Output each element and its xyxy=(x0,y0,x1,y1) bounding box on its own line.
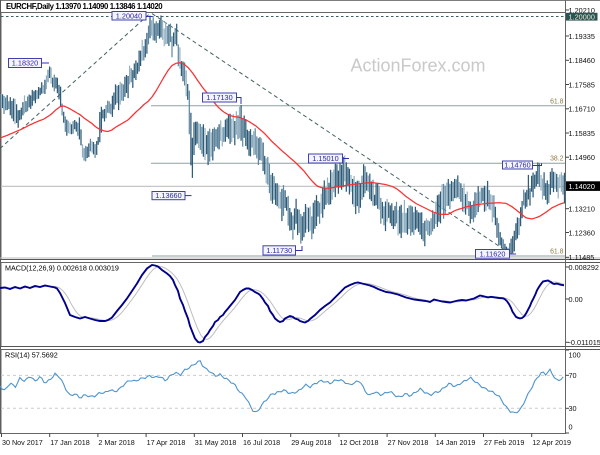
svg-text:0.00: 0.00 xyxy=(569,295,583,304)
svg-text:1.15835: 1.15835 xyxy=(569,129,595,138)
svg-text:1.14020: 1.14020 xyxy=(569,182,595,191)
svg-text:61.8: 61.8 xyxy=(550,249,564,256)
svg-text:27 Feb 2019: 27 Feb 2019 xyxy=(484,438,524,447)
svg-text:0: 0 xyxy=(569,423,573,432)
svg-text:12 Apr 2019: 12 Apr 2019 xyxy=(532,438,571,447)
svg-text:29 Aug 2018: 29 Aug 2018 xyxy=(291,438,331,447)
svg-text:0.008292: 0.008292 xyxy=(569,263,599,272)
svg-text:2 Mar 2018: 2 Mar 2018 xyxy=(98,438,134,447)
svg-text:1.18320: 1.18320 xyxy=(12,59,38,68)
svg-text:1.20000: 1.20000 xyxy=(569,12,595,21)
svg-text:-0.011015: -0.011015 xyxy=(569,338,600,347)
svg-text:30: 30 xyxy=(569,404,577,413)
svg-text:1.13660: 1.13660 xyxy=(155,191,181,200)
svg-text:27 Nov 2018: 27 Nov 2018 xyxy=(388,438,429,447)
svg-text:17 Jan 2018: 17 Jan 2018 xyxy=(50,438,90,447)
svg-text:1.11620: 1.11620 xyxy=(480,249,506,258)
svg-text:16 Jul 2018: 16 Jul 2018 xyxy=(243,438,280,447)
svg-text:30 Nov 2017: 30 Nov 2017 xyxy=(2,438,43,447)
svg-text:1.19335: 1.19335 xyxy=(569,32,595,41)
svg-text:RSI(14) 57.5692: RSI(14) 57.5692 xyxy=(5,351,58,360)
svg-text:1.20040: 1.20040 xyxy=(116,11,142,20)
svg-text:31 May 2018: 31 May 2018 xyxy=(195,438,237,447)
svg-text:1.11485: 1.11485 xyxy=(569,253,595,262)
svg-text:12 Oct 2018: 12 Oct 2018 xyxy=(339,438,378,447)
svg-text:1.18460: 1.18460 xyxy=(569,56,595,65)
svg-text:1.17130: 1.17130 xyxy=(206,93,232,102)
svg-text:EURCHF,Daily 1.13970 1.14090: EURCHF,Daily 1.13970 1.14090 1.13846 1.1… xyxy=(6,2,163,11)
svg-text:ActionForex.com: ActionForex.com xyxy=(351,56,486,76)
svg-text:1.11730: 1.11730 xyxy=(266,246,292,255)
svg-text:MACD(12,26,9) 0.002618 0.00301: MACD(12,26,9) 0.002618 0.003019 xyxy=(5,264,119,273)
svg-text:1.14960: 1.14960 xyxy=(569,153,595,162)
svg-text:100: 100 xyxy=(569,351,581,360)
svg-text:17 Apr 2018: 17 Apr 2018 xyxy=(147,438,186,447)
svg-text:1.15010: 1.15010 xyxy=(312,154,338,163)
svg-text:1.14760: 1.14760 xyxy=(504,161,530,170)
svg-text:38.2: 38.2 xyxy=(550,156,564,163)
svg-text:61.8: 61.8 xyxy=(550,99,564,106)
svg-text:1.16710: 1.16710 xyxy=(569,105,595,114)
svg-text:14 Jan 2019: 14 Jan 2019 xyxy=(436,438,476,447)
svg-text:1.17585: 1.17585 xyxy=(569,80,595,89)
svg-text:1.12360: 1.12360 xyxy=(569,228,595,237)
svg-text:70: 70 xyxy=(569,371,577,380)
svg-text:1.13210: 1.13210 xyxy=(569,205,595,214)
